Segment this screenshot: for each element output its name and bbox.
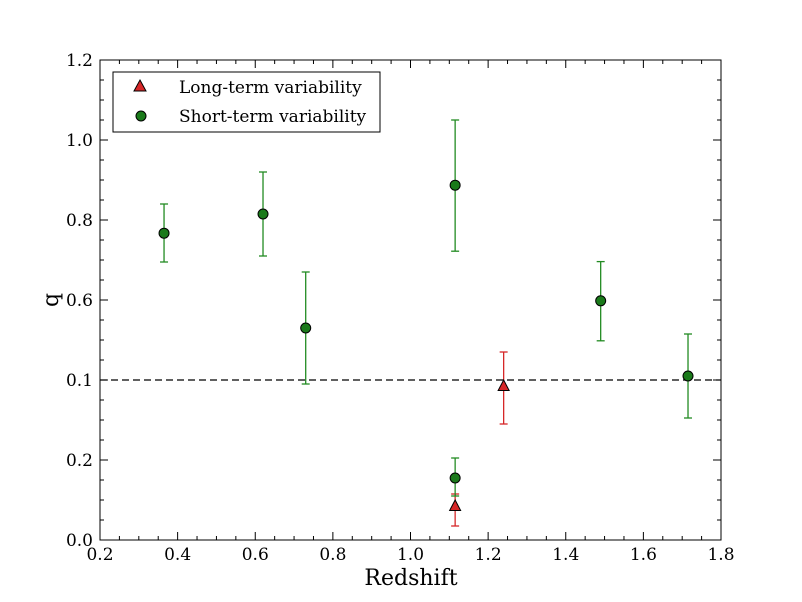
data-point-circle <box>158 227 170 239</box>
y-tick-label: 0.6 <box>66 291 93 311</box>
x-axis-label: Redshift <box>364 566 457 591</box>
x-tick-label: 1.2 <box>475 545 502 565</box>
x-tick-label: 1.0 <box>397 545 424 565</box>
x-tick-label: 0.4 <box>164 545 191 565</box>
data-point-circle <box>449 472 461 484</box>
y-tick-label: 1.0 <box>66 131 93 151</box>
data-point-circle <box>682 370 694 382</box>
x-tick-label: 0.8 <box>319 545 346 565</box>
y-axis-label: q <box>39 293 64 307</box>
data-point-circle <box>449 179 461 191</box>
data-point-circle <box>257 208 269 220</box>
data-point-circle <box>300 322 312 334</box>
legend-box <box>112 71 381 133</box>
legend-marker-long-term <box>133 78 147 92</box>
series-layer <box>158 119 694 527</box>
plot-frame <box>99 59 722 541</box>
data-point-circle <box>595 295 607 307</box>
x-tick-label: 0.2 <box>86 545 113 565</box>
legend-label-long-term: Long-term variability <box>179 78 362 98</box>
x-tick-label: 1.6 <box>630 545 657 565</box>
y-tick-label: 0.1 <box>66 371 93 391</box>
data-point-triangle <box>497 378 510 391</box>
legend: Long-term variability Short-term variabi… <box>112 71 381 133</box>
y-tick-label: 1.2 <box>66 51 93 71</box>
x-tick-label: 1.4 <box>552 545 579 565</box>
y-tick-label: 0.0 <box>66 531 93 551</box>
x-tick-label: 0.6 <box>242 545 269 565</box>
legend-marker-short-term <box>135 110 147 122</box>
x-tick-label: 1.8 <box>707 545 734 565</box>
y-tick-label: 0.2 <box>66 451 93 471</box>
legend-label-short-term: Short-term variability <box>179 107 367 127</box>
ticks-layer: 0.2 0.4 0.6 0.8 1.0 1.2 1.4 1.6 1.80.00.20.10.60… <box>66 51 735 565</box>
data-point-triangle <box>448 498 462 511</box>
y-tick-label: 0.8 <box>66 211 93 231</box>
